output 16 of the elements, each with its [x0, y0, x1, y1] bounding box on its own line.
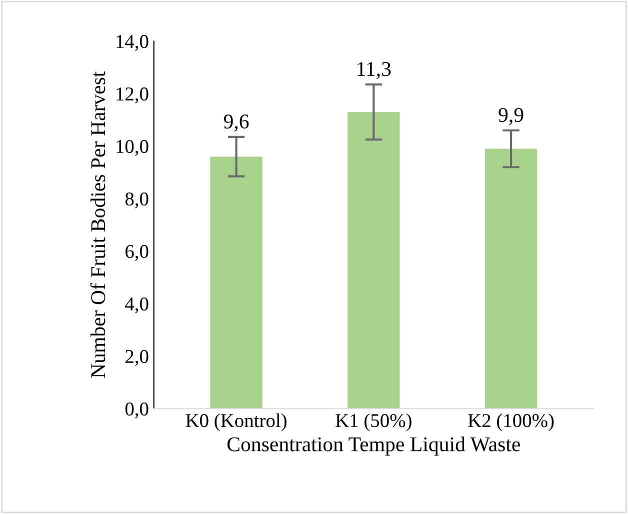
x-tick-label: K0 (Kontrol): [186, 413, 286, 432]
y-tick-label: 10,0: [116, 140, 148, 156]
data-label: 11,3: [358, 62, 391, 80]
y-tick-label: 14,0: [116, 34, 148, 51]
data-label: 9,6: [224, 114, 249, 132]
x-tick-label: K1 (50%): [336, 413, 412, 432]
y-tick-label: 8,0: [125, 192, 148, 208]
y-tick-label: 6,0: [126, 244, 148, 261]
y-tick-label: 12,0: [116, 87, 148, 104]
y-tick-label: 2,0: [126, 350, 148, 366]
y-axis-title: Number Of Fruit Bodies Per Harvest: [90, 71, 106, 378]
data-label: 9,9: [498, 108, 524, 125]
x-tick-label: K2 (100%): [468, 413, 554, 432]
y-tick-label: 0,0: [125, 402, 148, 418]
x-axis-title: Consentration Tempe Liquid Waste: [227, 436, 520, 456]
y-tick-label: 4,0: [125, 297, 148, 314]
